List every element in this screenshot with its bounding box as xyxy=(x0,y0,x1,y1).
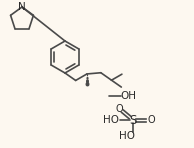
Text: HO: HO xyxy=(119,131,135,141)
Text: O: O xyxy=(115,104,123,114)
Text: S: S xyxy=(129,114,137,127)
Text: N: N xyxy=(18,2,26,12)
Text: HO: HO xyxy=(103,115,119,125)
Text: O: O xyxy=(147,115,155,125)
Text: OH: OH xyxy=(120,91,136,101)
